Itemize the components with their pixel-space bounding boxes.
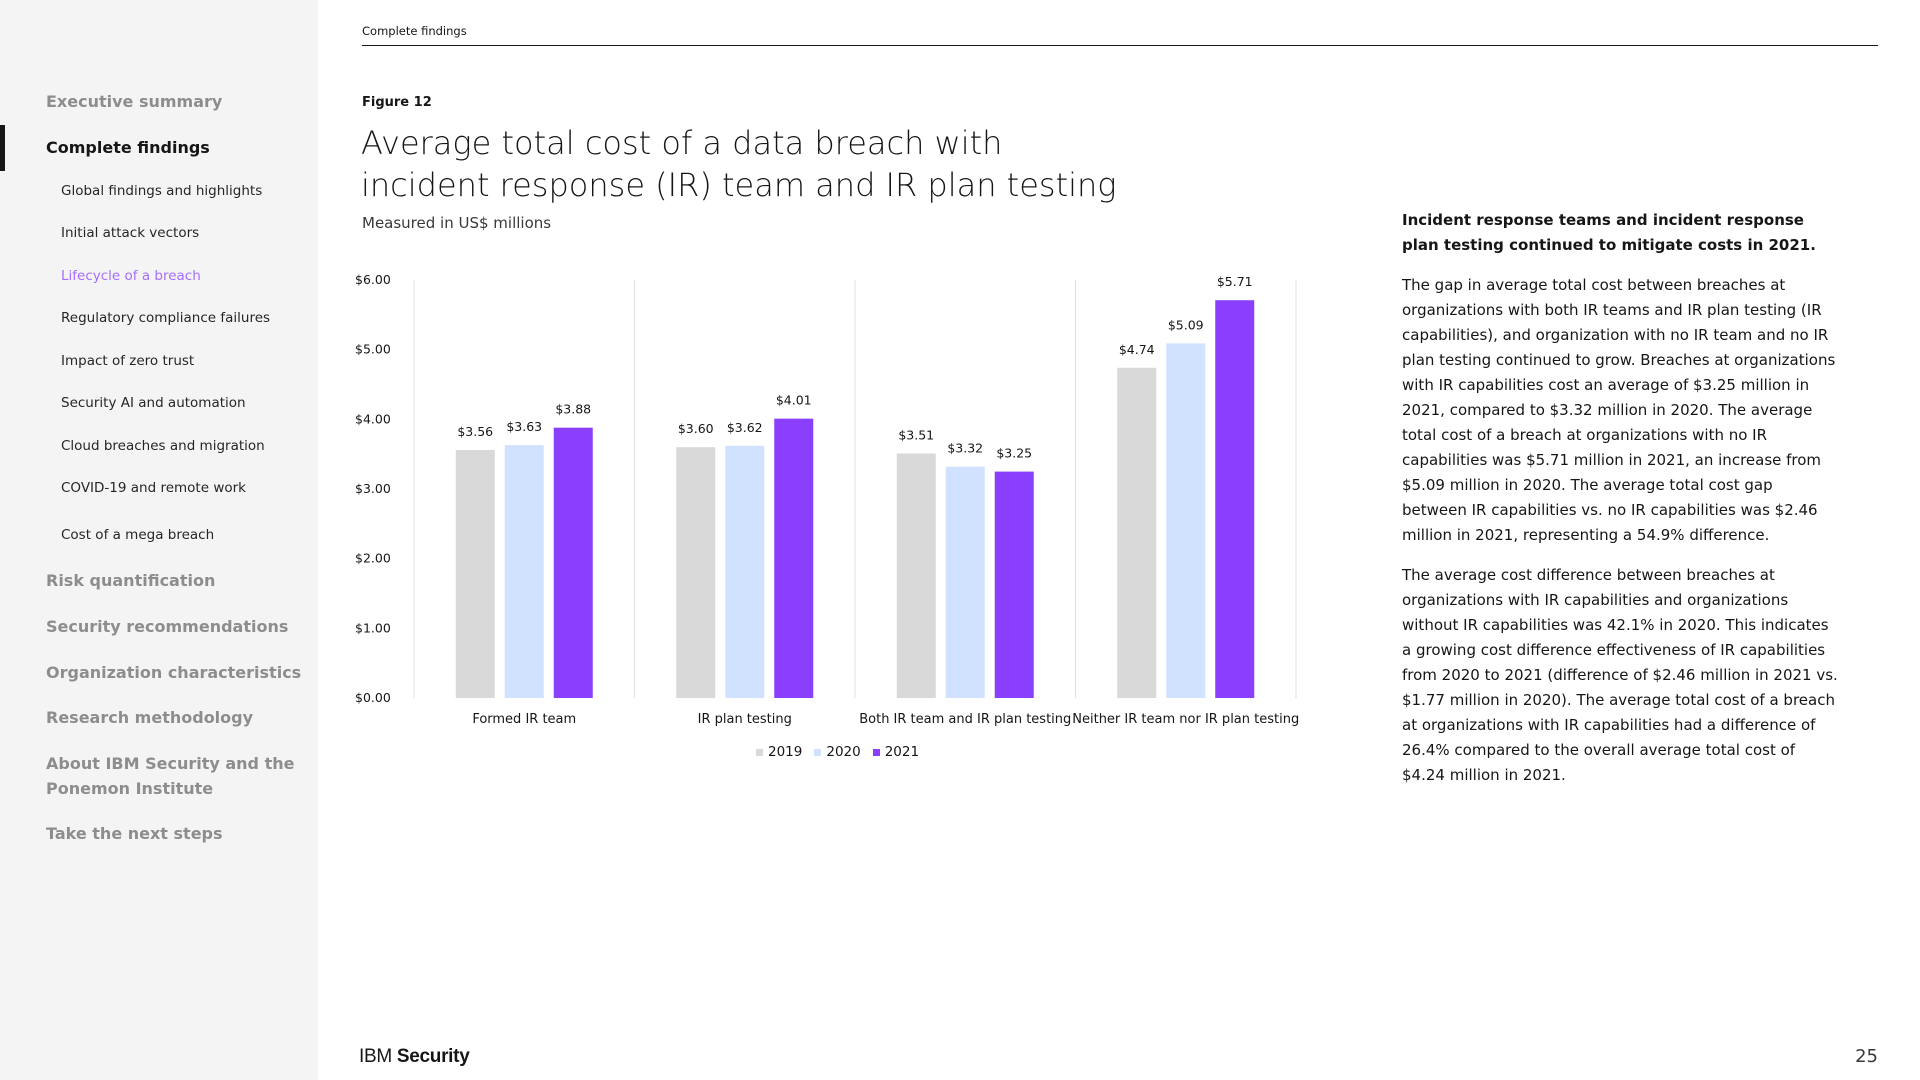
bar-2021 (1215, 300, 1255, 698)
bar-2020 (1166, 343, 1206, 698)
nav-risk-quantification[interactable]: Risk quantification (46, 571, 216, 590)
y-tick-label: $1.00 (355, 620, 391, 635)
data-label-2021: $4.01 (776, 393, 812, 408)
y-tick-label: $4.00 (355, 411, 391, 426)
nav-take-next-steps[interactable]: Take the next steps (46, 824, 223, 843)
nav-sub-lifecycle-of-a-breach[interactable]: Lifecycle of a breach (61, 268, 201, 284)
nav-sub-cloud-breaches[interactable]: Cloud breaches and migration (61, 438, 265, 454)
active-section-marker (0, 125, 5, 171)
header-divider (362, 45, 1878, 46)
nav-sub-covid-remote-work[interactable]: COVID-19 and remote work (61, 480, 246, 496)
legend-label-2019: 2019 (768, 744, 803, 760)
legend-swatch-2021 (872, 748, 880, 756)
logo-security-text: Security (396, 1046, 470, 1067)
data-label-2019: $4.74 (1119, 342, 1155, 357)
nav-about-ibm-line2[interactable]: Ponemon Institute (46, 779, 214, 798)
nav-sub-global-findings[interactable]: Global findings and highlights (61, 183, 263, 199)
page-number: 25 (1855, 1046, 1878, 1067)
legend-swatch-2019 (756, 748, 763, 756)
legend-label-2021: 2021 (884, 744, 920, 760)
findings-paragraph-2: The average cost difference between brea… (1402, 566, 1838, 784)
nav-sub-zero-trust[interactable]: Impact of zero trust (61, 353, 195, 369)
logo-ibm-text: IBM (359, 1046, 392, 1067)
nav-sub-mega-breach[interactable]: Cost of a mega breach (61, 527, 215, 543)
nav-executive-summary[interactable]: Executive summary (46, 92, 223, 111)
y-tick-label: $5.00 (355, 342, 391, 357)
bar-2019 (1117, 367, 1157, 698)
data-label-2021: $3.88 (555, 402, 591, 417)
nav-complete-findings[interactable]: Complete findings (46, 138, 210, 157)
data-label-2020: $3.32 (947, 441, 983, 456)
legend-swatch-2020 (814, 748, 822, 756)
nav-sub-initial-attack-vectors[interactable]: Initial attack vectors (61, 225, 200, 241)
bar-2020 (725, 445, 765, 698)
findings-paragraph-1: The gap in average total cost between br… (1402, 276, 1836, 544)
data-label-2019: $3.56 (457, 424, 493, 439)
chart-title: Average total cost of a data breach with… (361, 124, 1117, 204)
nav-research-methodology[interactable]: Research methodology (46, 708, 254, 727)
y-tick-label: $2.00 (355, 551, 391, 566)
nav-sub-regulatory-compliance[interactable]: Regulatory compliance failures (61, 310, 271, 326)
sidebar-nav: Executive summary Complete findings Glob… (0, 0, 318, 1080)
legend-label-2020: 2020 (826, 744, 861, 760)
chart-legend: 2019 2020 2021 (756, 744, 919, 760)
legend-item-2020: 2020 (814, 744, 861, 760)
category-label: Formed IR team (472, 712, 576, 727)
findings-text: Incident response teams and incident res… (1402, 208, 1842, 803)
category-label: Neither IR team nor IR plan testing (1072, 712, 1299, 727)
legend-item-2021: 2021 (872, 744, 920, 760)
breadcrumb: Complete findings (362, 24, 467, 38)
category-label: Both IR team and IR plan testing (859, 712, 1071, 727)
nav-security-recommendations[interactable]: Security recommendations (46, 617, 289, 636)
bar-2019 (676, 447, 716, 698)
y-tick-label: $3.00 (355, 481, 391, 496)
nav-about-ibm-line1[interactable]: About IBM Security and the (46, 754, 295, 773)
nav-sub-security-ai[interactable]: Security AI and automation (61, 395, 246, 411)
nav-organization-characteristics[interactable]: Organization characteristics (46, 663, 302, 682)
data-label-2020: $3.63 (506, 419, 542, 434)
data-label-2020: $5.09 (1168, 317, 1204, 332)
data-label-2021: $3.25 (996, 446, 1032, 461)
chart-subtitle: Measured in US$ millions (362, 214, 552, 232)
y-tick-label: $6.00 (355, 272, 391, 287)
bar-2021 (553, 427, 593, 698)
findings-lead: Incident response teams and incident res… (1402, 211, 1816, 254)
legend-item-2019: 2019 (756, 744, 802, 760)
data-label-2019: $3.51 (898, 427, 934, 442)
category-label: IR plan testing (698, 712, 792, 727)
bar-2021 (774, 418, 814, 698)
bar-2019 (896, 453, 936, 698)
y-tick-label: $0.00 (355, 690, 391, 705)
ibm-security-logo: IBM Security (359, 1046, 470, 1068)
data-label-2019: $3.60 (678, 421, 714, 436)
bar-chart: $6.00 $5.00 $4.00 $3.00 $2.00 $1.00 $0.00 $3.56… (355, 272, 1299, 727)
data-label-2021: $5.71 (1217, 274, 1253, 289)
bar-2020 (945, 466, 985, 698)
bar-2021 (994, 471, 1034, 698)
bar-2020 (504, 445, 544, 698)
data-label-2020: $3.62 (727, 420, 763, 435)
bar-2019 (455, 449, 495, 698)
figure-label: Figure 12 (362, 95, 432, 110)
